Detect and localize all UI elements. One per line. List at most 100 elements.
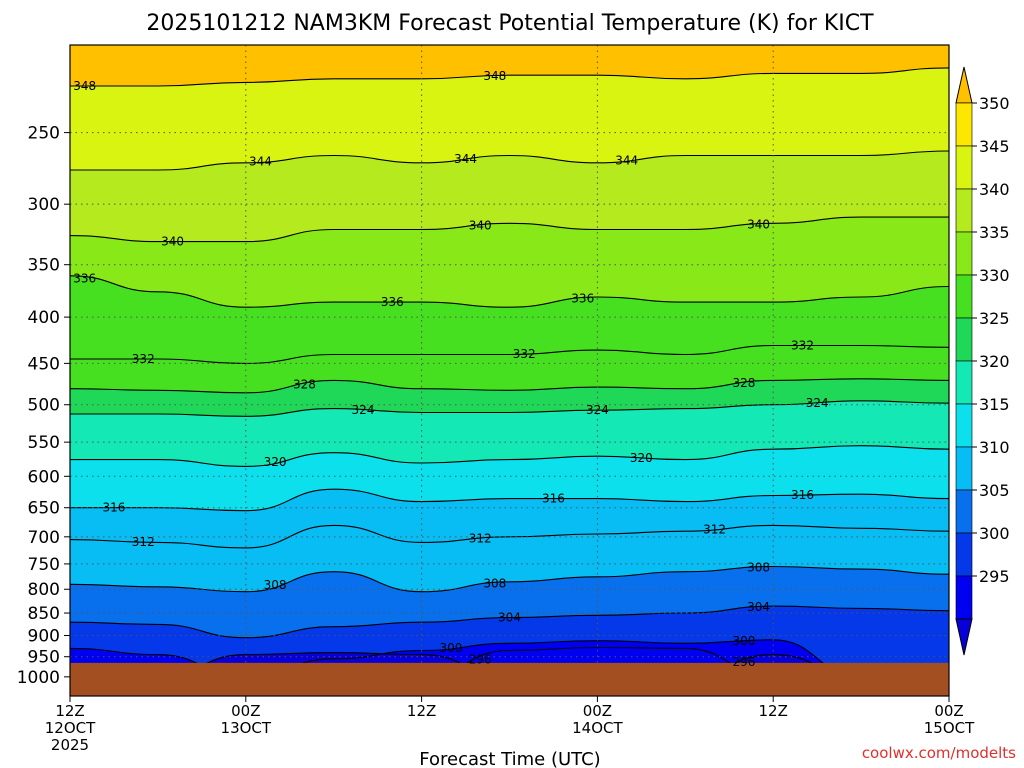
y-tick-label: 350 <box>28 256 60 276</box>
y-tick-label: 900 <box>28 626 60 646</box>
y-tick-label: 950 <box>28 648 60 668</box>
isentrope-label: 344 <box>454 152 477 166</box>
y-tick-label: 400 <box>28 308 60 328</box>
y-tick-label: 250 <box>28 124 60 144</box>
chart-title: 2025101212 NAM3KM Forecast Potential Tem… <box>146 11 874 36</box>
plot-frame <box>69 44 950 697</box>
colorbar-swatch-305 <box>955 489 973 534</box>
x-tick-label: 13OCT <box>221 719 272 737</box>
y-tick-label: 750 <box>28 555 60 575</box>
colorbar-swatch-335 <box>955 231 973 276</box>
isentrope-label: 324 <box>586 403 609 417</box>
isentrope-label: 328 <box>732 376 755 390</box>
colorbar-label: 335 <box>979 223 1010 242</box>
isentrope-label: 316 <box>542 492 565 506</box>
colorbar: 350 345 340 335 330 325 320 315 310 305 300 295 <box>955 66 1010 656</box>
isentrope-label: 332 <box>513 347 536 361</box>
isentrope-320 <box>70 445 949 467</box>
x-axis-label: Forecast Time (UTC) <box>419 749 600 768</box>
colorbar-label: 315 <box>979 395 1010 414</box>
colorbar-under-triangle <box>955 618 973 656</box>
x-tick-label: 15OCT <box>924 719 975 737</box>
x-tick-label: 00Z <box>934 702 963 720</box>
isentrope-label: 308 <box>747 560 770 574</box>
y-axis: 2503003504004505005506006507007508008509… <box>17 124 70 688</box>
x-tick-label: 14OCT <box>572 719 623 737</box>
isentrope-label: 296 <box>469 652 492 666</box>
isentrope-label: 304 <box>747 600 770 614</box>
y-tick-label: 600 <box>28 467 60 487</box>
y-tick-label: 550 <box>28 433 60 453</box>
isentrope-label: 336 <box>571 292 594 306</box>
isentrope-328 <box>70 378 949 394</box>
isentrope-label: 340 <box>161 235 184 249</box>
isentrope-label: 308 <box>264 578 287 592</box>
colorbar-swatch-320 <box>955 360 973 405</box>
colorbar-swatch-315 <box>955 403 973 448</box>
credit-text: coolwx.com/modelts <box>862 744 1016 762</box>
isentrope-324 <box>70 400 949 417</box>
isentrope-label: 300 <box>439 641 462 655</box>
y-tick-label: 700 <box>28 528 60 548</box>
isentrope-344 <box>70 150 949 171</box>
y-tick-label: 650 <box>28 499 60 519</box>
isentrope-label: 320 <box>630 451 653 465</box>
isentrope-label: 312 <box>469 532 492 546</box>
x-tick-label: 12Z <box>55 702 84 720</box>
colorbar-over-triangle <box>955 66 973 104</box>
y-tick-label: 1000 <box>17 668 60 688</box>
x-tick-label: 00Z <box>583 702 612 720</box>
isentrope-label: 340 <box>747 217 770 231</box>
isentrope-label: 304 <box>498 611 521 625</box>
isentrope-label: 328 <box>293 378 316 392</box>
x-tick-label: 2025 <box>51 736 89 754</box>
y-tick-label: 500 <box>28 396 60 416</box>
isentrope-label: 312 <box>703 522 726 536</box>
isentrope-332 <box>70 344 949 364</box>
colorbar-swatch-310 <box>955 446 973 491</box>
isentrope-label: 300 <box>732 634 755 648</box>
y-tick-label: 800 <box>28 580 60 600</box>
isentrope-labels: 296 296 300 300 304 304 308 308 308 312 312 312 316 3… <box>73 69 828 669</box>
plot-area: 296 296 300 300 304 304 308 308 308 312 312 312 316 3… <box>70 45 949 696</box>
isentrope-304 <box>70 605 949 639</box>
isentrope-label: 324 <box>352 403 375 417</box>
isentrope-label: 296 <box>732 655 755 669</box>
y-tick-label: 850 <box>28 604 60 624</box>
colorbar-label: 305 <box>979 481 1010 500</box>
colorbar-label: 300 <box>979 524 1010 543</box>
isentrope-label: 344 <box>249 155 272 169</box>
x-tick-label: 00Z <box>231 702 260 720</box>
colorbar-label: 320 <box>979 352 1010 371</box>
isentrope-label: 340 <box>469 218 492 232</box>
colorbar-label: 310 <box>979 438 1010 457</box>
ground-below-surface <box>70 662 949 696</box>
colorbar-swatch-295 <box>955 575 973 620</box>
isentrope-label: 324 <box>806 396 829 410</box>
isentrope-label: 308 <box>483 576 506 590</box>
colorbar-label: 345 <box>979 137 1010 156</box>
isentrope-340 <box>70 216 949 243</box>
isentrope-308 <box>70 565 949 593</box>
isentrope-label: 320 <box>264 455 287 469</box>
isentrope-label: 332 <box>791 339 814 353</box>
isentrope-label: 316 <box>791 488 814 502</box>
isentrope-312 <box>70 524 949 549</box>
y-tick-label: 450 <box>28 354 60 374</box>
isentrope-label: 332 <box>132 352 155 366</box>
colorbar-swatch-325 <box>955 317 973 362</box>
isentrope-label: 336 <box>73 271 96 285</box>
isentrope-348 <box>70 67 949 87</box>
colorbar-label: 295 <box>979 567 1010 586</box>
isentrope-label: 348 <box>483 69 506 83</box>
colorbar-label: 350 <box>979 94 1010 113</box>
colorbar-label: 330 <box>979 266 1010 285</box>
colorbar-swatch-330 <box>955 274 973 319</box>
isentrope-label: 312 <box>132 535 155 549</box>
y-tick-label: 300 <box>28 195 60 215</box>
color-bands <box>70 45 949 696</box>
colorbar-swatch-345 <box>955 145 973 190</box>
colorbar-swatch-300 <box>955 532 973 577</box>
